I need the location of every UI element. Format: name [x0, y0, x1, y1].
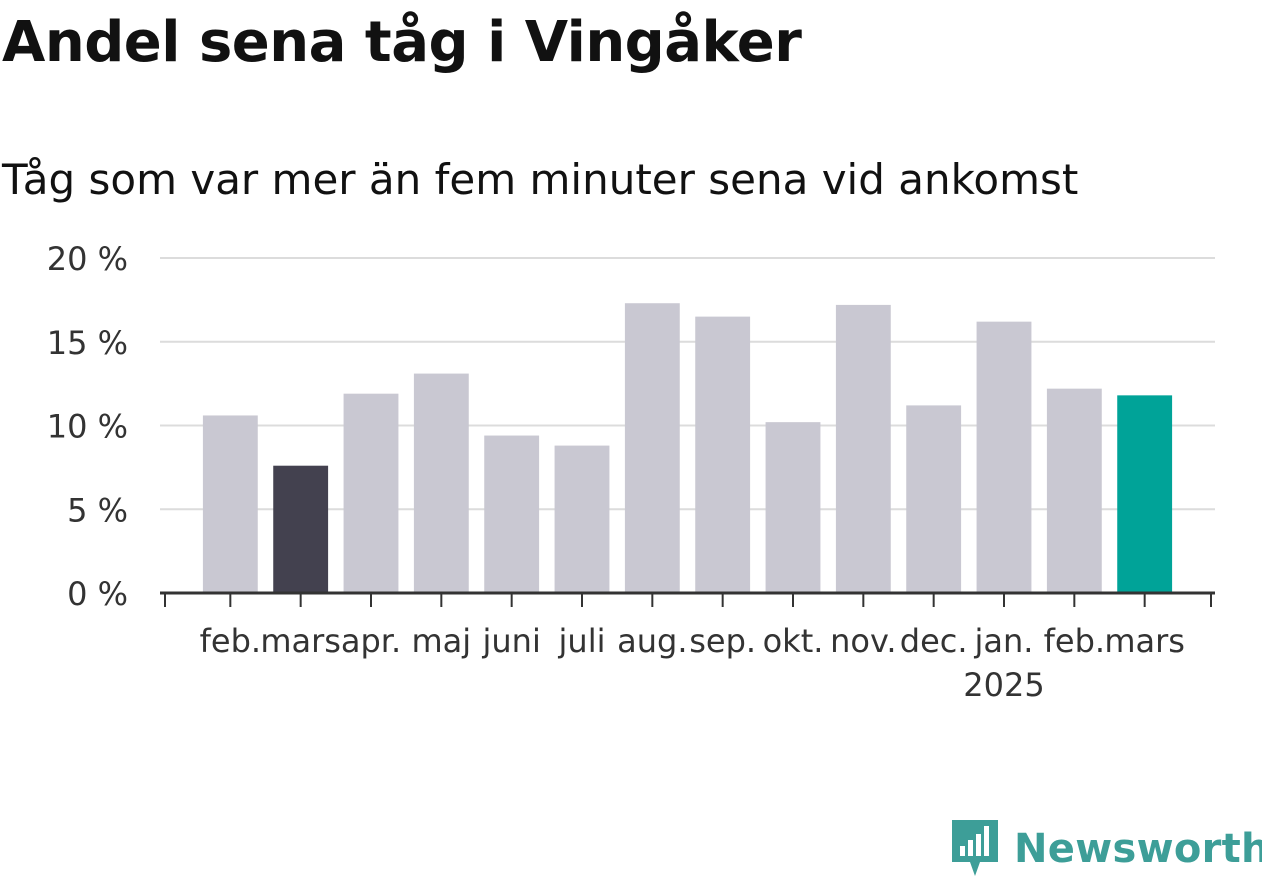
newsworthy-logo: Newsworthy: [950, 818, 1262, 880]
chart-subtitle: Tåg som var mer än fem minuter sena vid …: [2, 155, 1079, 204]
x-tick-label: sep.: [689, 622, 756, 660]
bar: [202, 415, 258, 593]
x-tick-label: apr.: [341, 622, 401, 660]
bar: [484, 435, 540, 593]
brand-name: Newsworthy: [1014, 826, 1262, 872]
bar: [343, 393, 399, 593]
x-tick-label: aug.: [617, 622, 687, 660]
bar: [1046, 388, 1102, 593]
x-tick-label: jan.: [974, 622, 1034, 660]
bar: [273, 465, 329, 593]
chart-title: Andel sena tåg i Vingåker: [2, 10, 802, 75]
x-axis: [160, 591, 1215, 607]
y-tick-label: 10 %: [47, 408, 128, 446]
bar: [695, 316, 751, 593]
x-tick-label: feb.: [200, 622, 261, 660]
x-tick-label: juli: [558, 622, 606, 660]
bar: [413, 373, 469, 593]
bar: [624, 303, 680, 593]
x-tick-label: okt.: [763, 622, 824, 660]
x-tick-label: mars: [1104, 622, 1185, 660]
bar: [976, 321, 1032, 593]
grid-lines: [160, 257, 1215, 511]
x-tick-label: mars: [260, 622, 341, 660]
bar: [554, 445, 610, 593]
bar: [765, 422, 821, 593]
x-tick-label: feb.: [1044, 622, 1105, 660]
bar: [906, 405, 962, 593]
bar: [835, 304, 891, 593]
y-tick-label: 0 %: [67, 575, 128, 613]
newsworthy-logo-icon: [952, 820, 998, 876]
bars: [202, 303, 1173, 593]
bar: [1117, 395, 1173, 593]
x-tick-label: dec.: [900, 622, 968, 660]
x-tick-label: maj: [411, 622, 471, 660]
y-tick-label: 20 %: [47, 240, 128, 278]
x-year-label: 2025: [963, 666, 1044, 704]
y-tick-label: 5 %: [67, 491, 128, 529]
x-tick-label: juni: [481, 622, 540, 660]
y-tick-label: 15 %: [47, 324, 128, 362]
x-axis-tick-labels: feb. mars apr. maj juni juli aug. sep. okt. nov. d…: [200, 622, 1185, 704]
y-axis-tick-labels: 0 % 5 % 10 % 15 % 20 %: [47, 240, 128, 613]
x-tick-label: nov.: [830, 622, 896, 660]
